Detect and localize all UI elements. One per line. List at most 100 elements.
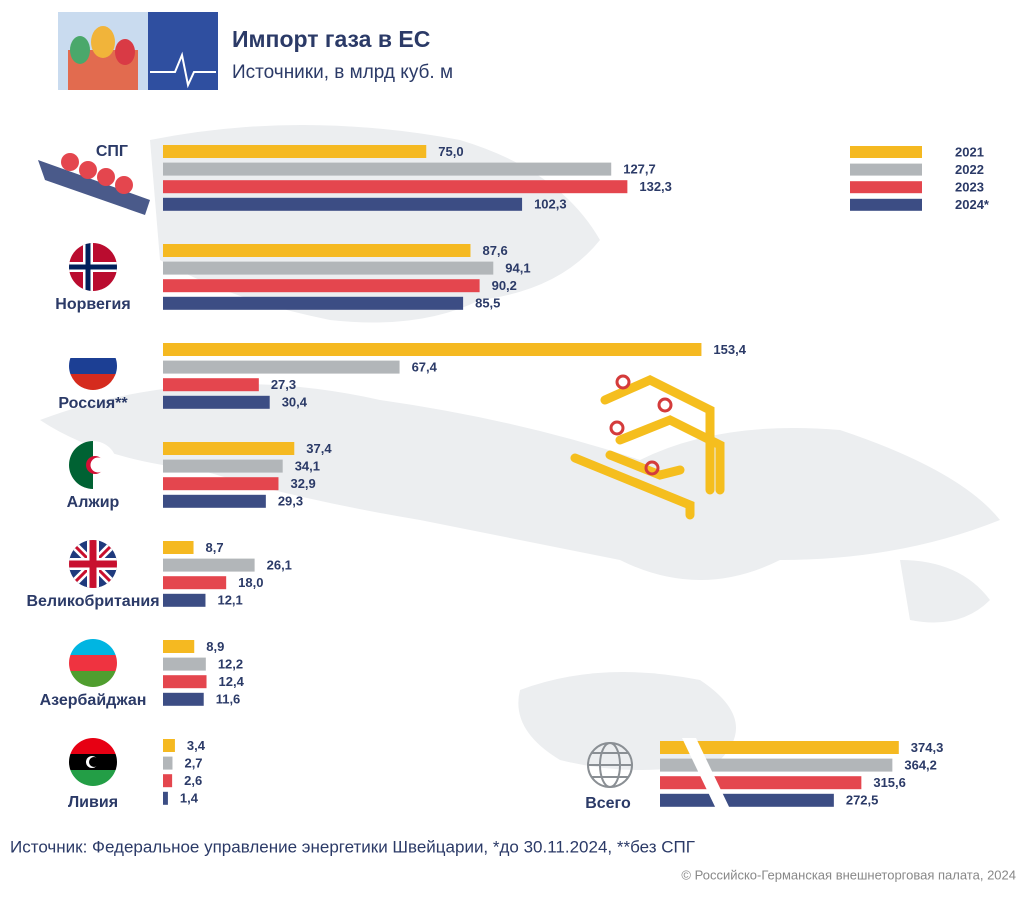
flag-part [69,655,117,671]
flag-icon [69,540,117,588]
value-label: 85,5 [475,296,500,311]
value-label: 30,4 [282,395,308,410]
bar [660,758,893,772]
value-label: 8,7 [206,540,224,555]
legend-label: 2021 [955,144,984,159]
bar [163,395,270,409]
bar [163,180,628,194]
value-label: 18,0 [238,575,263,590]
value-label: 272,5 [846,793,879,808]
value-label: 27,3 [271,377,296,392]
bar [163,343,702,356]
flag-part [69,358,117,374]
bar [163,162,612,176]
bar [163,739,175,752]
globe-icon [587,742,633,788]
bar [163,296,464,310]
flag-icon [69,441,117,489]
flag-part [69,342,117,358]
value-label: 374,3 [911,740,944,755]
value-label: 8,9 [206,639,224,654]
flag-icon [69,639,117,687]
legend-label: 2024* [955,197,990,212]
chart-subtitle: Источники, в млрд куб. м [232,62,453,83]
value-label: 90,2 [492,278,517,293]
bar [163,279,480,293]
bar [163,576,227,590]
bar [163,593,206,607]
legend-swatch [850,198,922,211]
value-label: 87,6 [482,243,507,258]
bar [163,774,173,788]
bar [163,442,295,455]
category-label: Алжир [67,494,120,511]
bar [163,459,283,473]
value-label: 75,0 [438,144,463,159]
value-label: 26,1 [267,558,292,573]
bar [660,741,899,754]
flag-part [69,264,117,270]
value-label: 2,7 [184,756,202,771]
value-label: 127,7 [623,162,656,177]
value-label: 12,4 [219,674,245,689]
header-image [58,12,218,90]
value-label: 34,1 [295,459,320,474]
legend-label: 2023 [955,180,984,195]
flag-icon [69,342,117,390]
flag-part [69,540,117,588]
flag-icon [69,738,117,786]
category-label: Ливия [68,794,118,811]
bar [163,791,168,805]
bar [163,197,523,211]
bar [163,640,195,653]
legend-swatch [850,163,922,176]
flag-part [85,243,91,291]
bar [163,541,194,554]
bar [660,793,834,807]
bar [163,756,173,770]
value-label: 94,1 [505,261,530,276]
value-label: 364,2 [904,758,937,773]
bar [163,261,494,275]
value-label: 12,2 [218,657,243,672]
value-label: 2,6 [184,773,202,788]
category-label: Всего [585,795,631,812]
ship-icon [38,153,150,215]
value-label: 315,6 [873,775,906,790]
flag-part [69,738,117,754]
flag-part [69,639,117,655]
category-label: СПГ [96,143,128,160]
flag-part [89,757,99,767]
flag-part [69,770,117,786]
bar [163,477,279,491]
legend-swatch [850,146,922,158]
bar [163,675,207,689]
flag-part [69,374,117,390]
value-label: 1,4 [180,791,199,806]
chart-title: Импорт газа в ЕС [232,26,430,52]
value-label: 153,4 [713,342,746,357]
pipeline-illustration [570,374,725,520]
axis-break [682,738,732,813]
legend-label: 2022 [955,162,984,177]
category-label: Великобритания [26,593,159,610]
bar [163,494,266,508]
bar [163,378,259,392]
flag-part [90,457,106,473]
bar [163,244,471,257]
flag-icon [69,243,117,291]
value-label: 102,3 [534,197,567,212]
value-label: 3,4 [187,738,206,753]
value-label: 67,4 [412,360,438,375]
legend-swatch [850,181,922,194]
bar [163,692,204,706]
bar [660,776,862,790]
copyright: © Российско-Германская внешнеторговая па… [681,867,1016,882]
value-label: 11,6 [216,692,241,707]
bar [163,145,427,158]
value-label: 12,1 [217,593,242,608]
value-label: 37,4 [306,441,332,456]
bar [163,657,206,671]
bar [163,558,255,572]
